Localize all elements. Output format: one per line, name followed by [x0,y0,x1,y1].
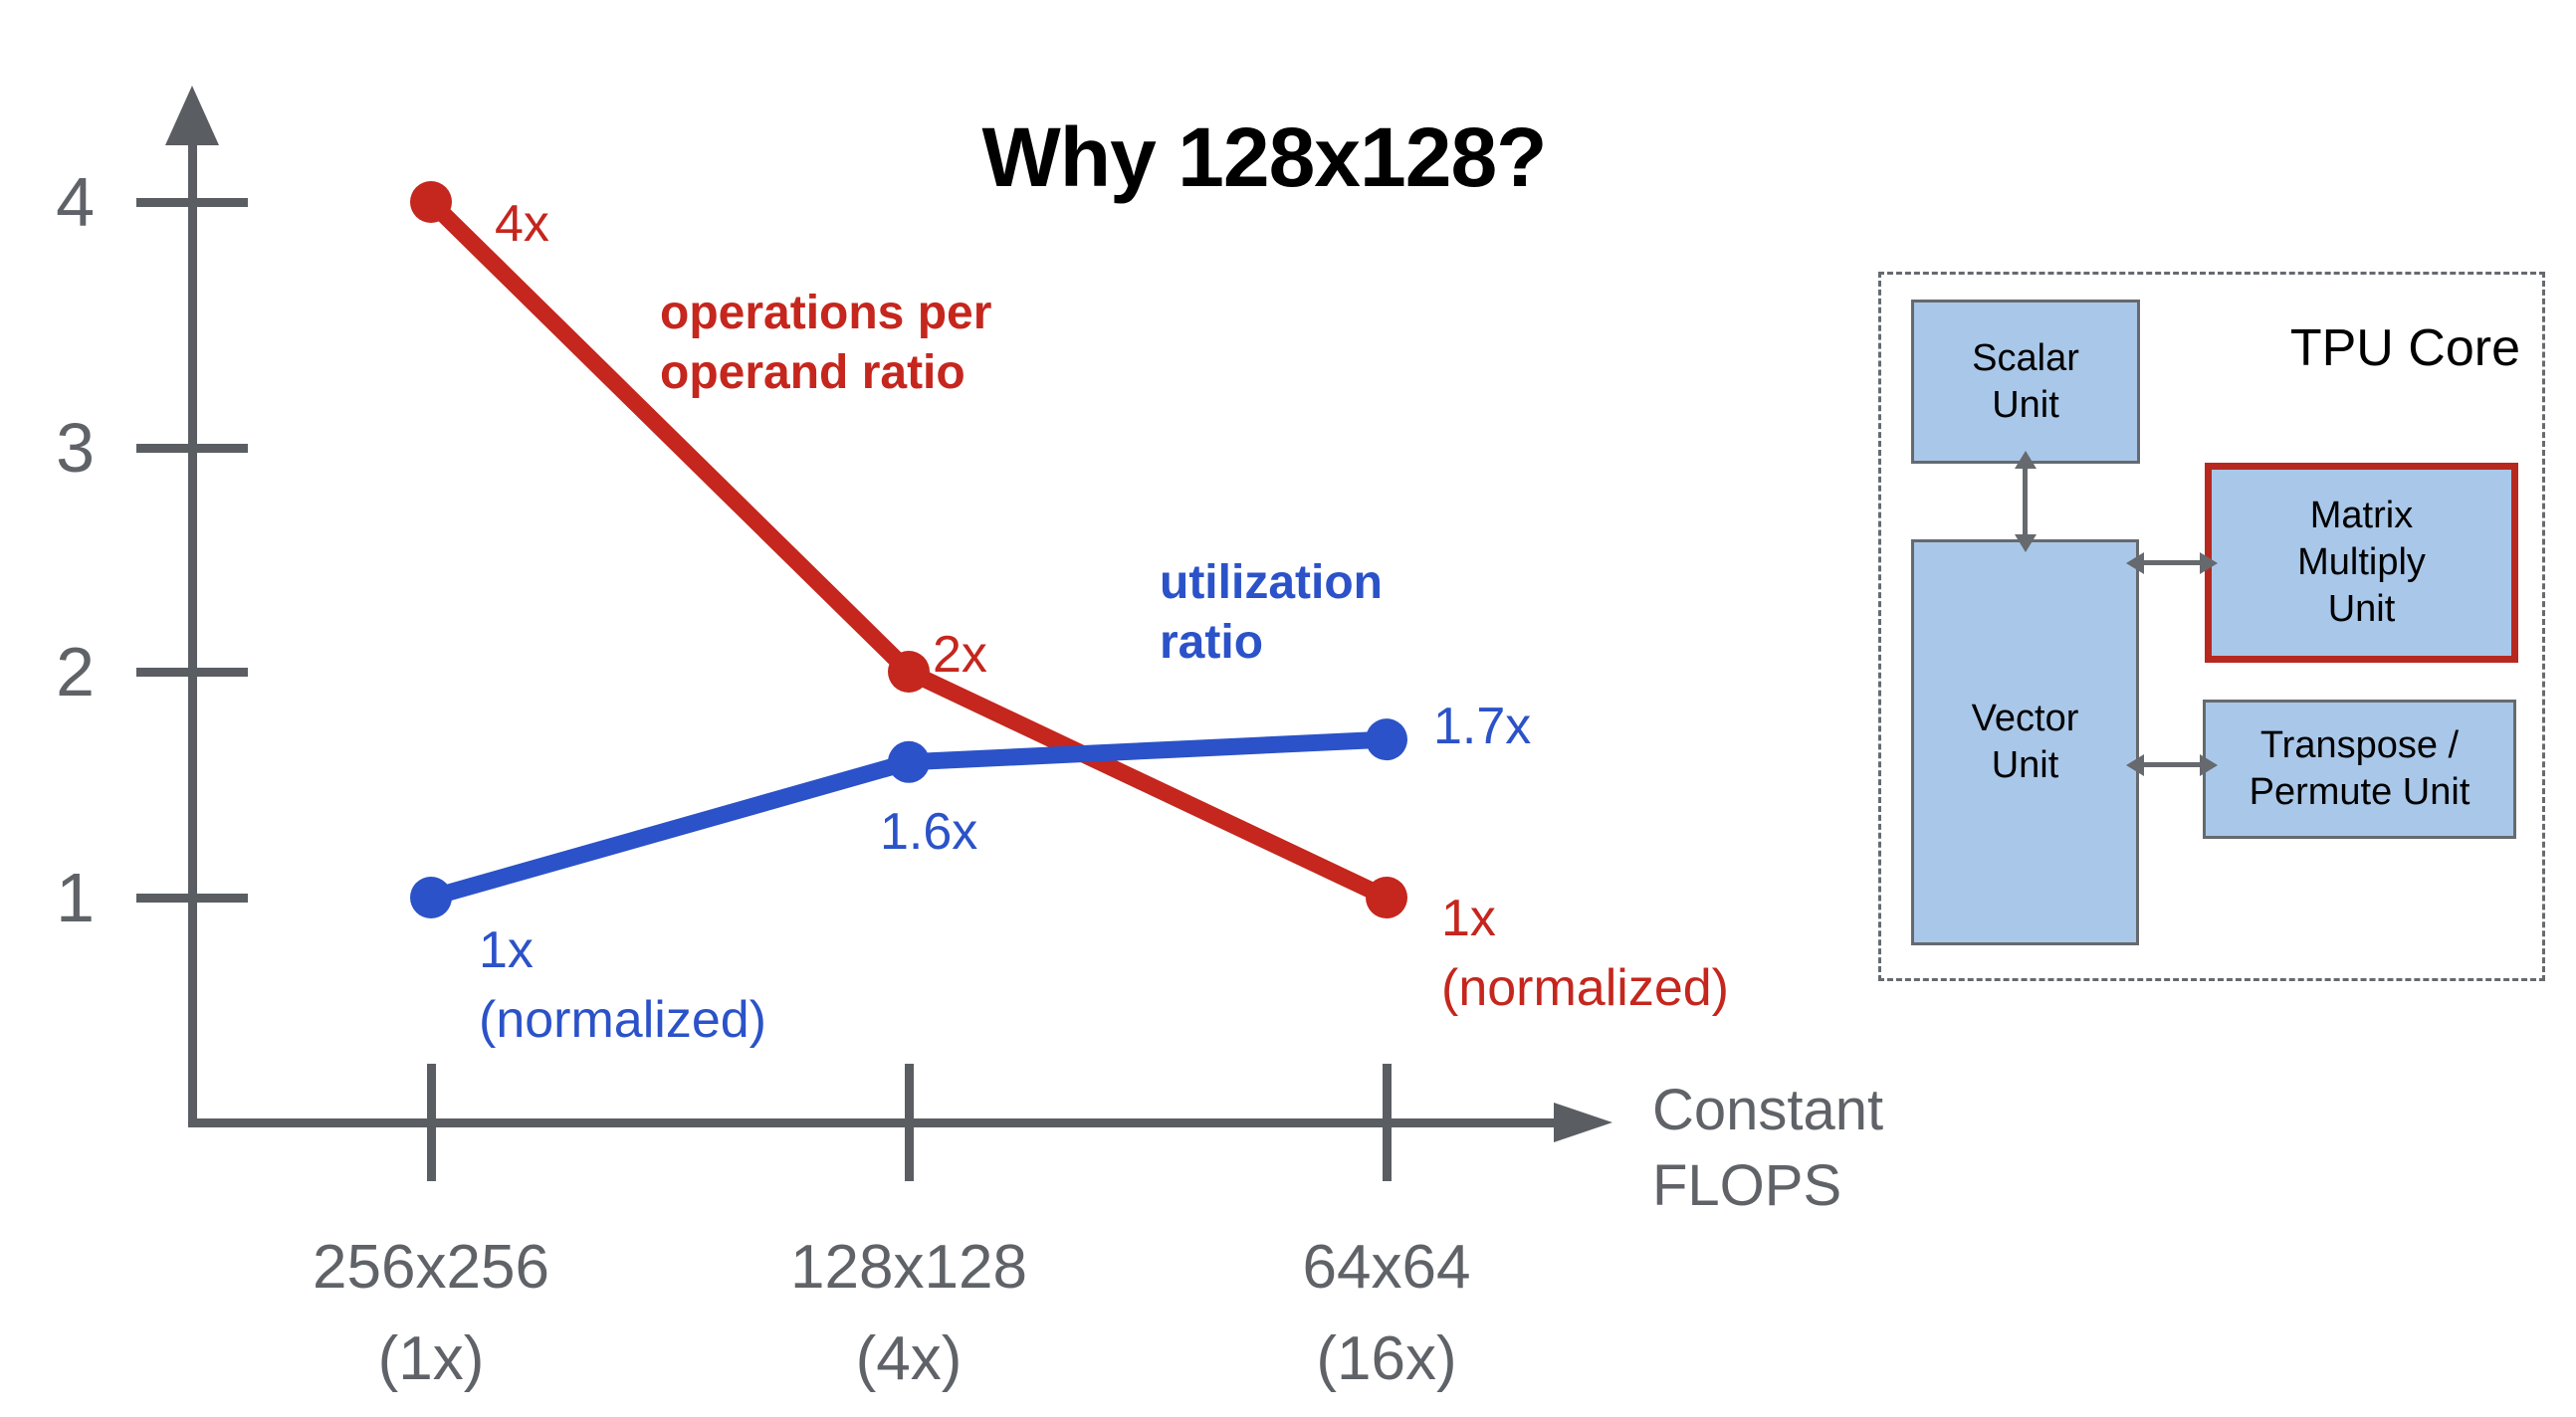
red-series-label: operations per operand ratio [660,284,991,403]
y-tick-2 [136,668,248,677]
scalar-unit-label-line1: Scalar [1972,336,2079,379]
blue-point-label-1x-normalized: 1x (normalized) [479,915,766,1055]
x-tick-label-128-line1: 128x128 [790,1233,1027,1302]
scalar-unit-label-line2: Unit [1992,383,2059,426]
x-tick-label-128-line2: (4x) [855,1324,963,1393]
red-point-label-2x: 2x [933,626,987,684]
scalar-vector-double-arrow-icon [2023,468,2028,535]
mmu-label-line2: Multiply [2297,541,2426,583]
transpose-permute-unit-box: Transpose / Permute Unit [2203,700,2516,839]
red-point-sublabel-normalized: (normalized) [1441,959,1729,1017]
blue-series-label-line1: utilization [1160,556,1383,609]
blue-point-sublabel-normalized: (normalized) [479,991,766,1049]
x-tick-label-64: 64x64 (16x) [1207,1222,1566,1405]
x-tick-label-256: 256x256 (1x) [252,1222,610,1405]
vector-unit-label-line1: Vector [1971,698,2079,739]
y-tick-label-1: 1 [56,859,95,936]
y-tick-1 [136,894,248,903]
vector-unit-box: Vector Unit [1911,539,2139,945]
y-axis-line [188,121,197,1124]
blue-series-label: utilization ratio [1160,553,1383,673]
scalar-unit-box: Scalar Unit [1911,300,2140,464]
mmu-label-line3: Unit [2327,588,2396,630]
red-series-label-line2: operand ratio [660,346,966,399]
tpu-core-dashed-border [1878,272,2545,981]
x-axis-title: Constant FLOPS [1652,1073,1883,1224]
blue-series-point-2 [1366,718,1407,761]
y-axis-arrowhead-icon [165,86,219,145]
x-tick-label-64-line2: (16x) [1316,1324,1457,1393]
x-axis-title-line1: Constant [1652,1078,1884,1142]
blue-series-point-0 [410,877,452,918]
blue-series-point-1 [888,740,930,783]
blue-point-label-1x: 1x [479,921,534,979]
red-point-label-1x-normalized: 1x (normalized) [1441,884,1729,1023]
x-tick-64 [1383,1064,1392,1181]
blue-series-label-line2: ratio [1160,616,1264,669]
vector-transpose-double-arrow-icon [2143,762,2201,767]
red-point-label-1x: 1x [1441,890,1496,947]
y-tick-label-3: 3 [56,409,95,487]
red-series-point-2 [1366,877,1407,918]
y-tick-label-4: 4 [56,163,95,241]
x-tick-label-64-line1: 64x64 [1302,1233,1471,1302]
y-tick-4 [136,198,248,207]
tpu-core-title: TPU Core [2289,319,2520,377]
blue-point-label-1.7x: 1.7x [1433,698,1532,755]
x-axis-title-line2: FLOPS [1652,1153,1842,1218]
blue-point-label-1.6x: 1.6x [880,803,978,861]
x-tick-256 [427,1064,436,1181]
red-series-point-1 [888,651,930,693]
mmu-label-line1: Matrix [2309,495,2414,536]
x-axis-arrowhead-icon [1554,1103,1612,1142]
red-point-label-4x: 4x [495,195,549,253]
vector-unit-label-line2: Unit [1991,744,2059,786]
y-tick-label-2: 2 [56,633,95,710]
x-tick-label-256-line2: (1x) [377,1324,485,1393]
x-tick-label-128: 128x128 (4x) [730,1222,1088,1405]
red-series-label-line1: operations per [660,287,992,339]
x-tick-label-256-line1: 256x256 [313,1233,549,1302]
red-series-point-0 [410,181,452,223]
matrix-multiply-unit-box: Matrix Multiply Unit [2205,463,2518,663]
y-tick-3 [136,444,248,453]
transpose-label-line2: Permute Unit [2249,771,2470,813]
transpose-label-line1: Transpose / [2259,724,2460,766]
x-tick-128 [905,1064,914,1181]
chart-title: Why 128x128? [981,110,1548,204]
x-axis-line [188,1118,1558,1127]
vector-mmu-double-arrow-icon [2143,560,2201,565]
